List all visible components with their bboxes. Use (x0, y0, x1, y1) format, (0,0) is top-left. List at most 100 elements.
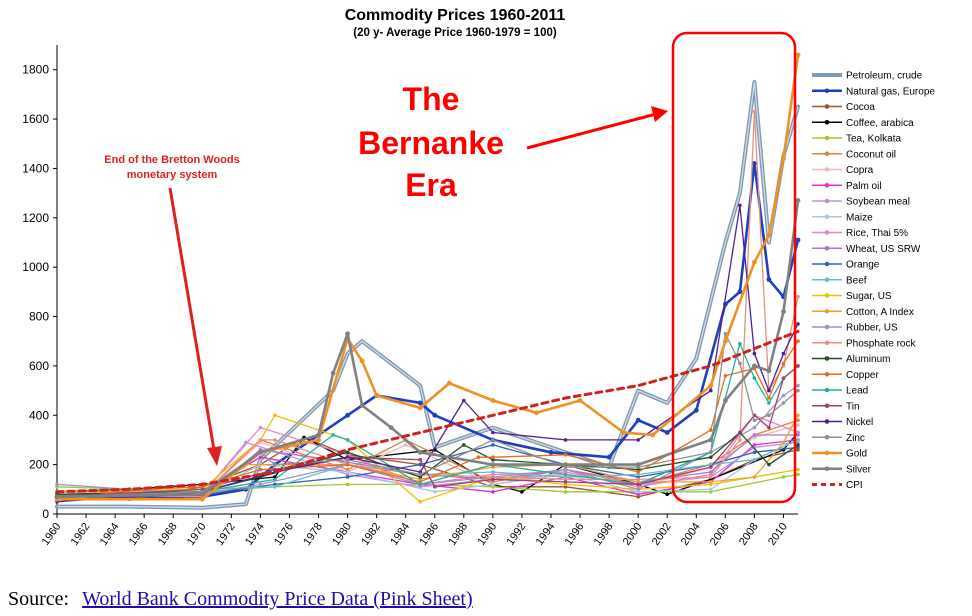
data-point-silver (490, 462, 496, 467)
data-point-sugar-us (273, 413, 277, 418)
y-tick-label: 1400 (22, 161, 49, 175)
x-tick-label: 1978 (301, 521, 325, 548)
bernanke-annotation-arrow (526, 112, 657, 150)
data-point-tea-kolkata (345, 482, 350, 487)
data-point-wheat-us-srw (709, 470, 713, 474)
data-point-sugar-us (563, 482, 568, 487)
source-line: Source: World Bank Commodity Price Data … (8, 588, 473, 611)
data-point-wheat-us-srw (796, 433, 800, 437)
legend-label-gold: Gold (846, 449, 867, 460)
x-tick-label: 2010 (766, 521, 790, 548)
data-point-gold (446, 380, 452, 386)
data-point-rubber-us (781, 393, 786, 398)
legend-label-petroleum-crude: Petroleum, crude (846, 71, 923, 82)
legend-marker-coconut-oil (824, 151, 830, 157)
data-point-rubber-us (796, 383, 800, 388)
data-point-coconut-oil (796, 418, 800, 423)
legend-label-tin: Tin (846, 401, 860, 412)
data-point-aluminum (462, 443, 466, 447)
legend-label-tea-kolkata: Tea, Kolkata (846, 134, 901, 145)
legend-label-soybean-meal: Soybean meal (846, 197, 910, 208)
data-point-silver (330, 370, 336, 376)
data-point-rubber-us (563, 467, 568, 472)
x-tick-label: 1982 (359, 521, 383, 548)
data-point-gold (621, 430, 626, 435)
legend-marker-rubber-us (824, 324, 830, 330)
data-point-palm-oil (752, 443, 757, 447)
data-point-gold (577, 398, 583, 403)
bretton-woods-annotation-arrow (168, 187, 216, 451)
data-point-nickel (796, 322, 800, 326)
data-point-beef (273, 485, 277, 489)
legend-marker-orange (824, 261, 830, 267)
data-point-nickel (636, 438, 640, 442)
data-point-lead (752, 376, 757, 381)
data-point-silver (345, 331, 350, 337)
series-line-gold (55, 53, 800, 501)
x-tick-label: 1986 (417, 521, 441, 548)
data-point-orange (752, 450, 757, 455)
data-point-lead (345, 438, 350, 442)
bernanke-annotation: The Bernanke Era (358, 81, 668, 203)
legend-label-maize: Maize (846, 212, 873, 223)
data-point-sugar-us (796, 467, 800, 472)
data-point-copra (403, 443, 408, 447)
x-tick-label: 1964 (98, 521, 122, 548)
data-point-natural-gas-europe (417, 400, 423, 406)
x-tick-label: 2008 (737, 521, 761, 548)
data-point-copper (418, 480, 423, 484)
y-tick-label: 400 (29, 408, 49, 422)
legend-marker-coffee-arabica (824, 119, 830, 125)
y-tick-label: 200 (29, 458, 49, 472)
data-point-zinc (273, 462, 277, 467)
data-point-zinc (418, 472, 423, 477)
data-point-gold (708, 383, 714, 388)
bretton-woods-annotation-line-1: End of the Bretton Woods (104, 154, 239, 166)
data-point-maize (709, 487, 713, 492)
data-point-silver (766, 368, 772, 374)
data-point-copper (345, 462, 350, 467)
legend-marker-tea-kolkata (824, 135, 830, 141)
data-point-cotton-a-index (636, 480, 640, 484)
x-tick-label: 1972 (214, 521, 238, 548)
bernanke-annotation-line-3: Era (405, 167, 457, 203)
data-point-zinc (345, 457, 350, 462)
source-link[interactable]: World Bank Commodity Price Data (Pink Sh… (82, 588, 473, 610)
data-point-lead (273, 477, 277, 482)
data-point-nickel (767, 388, 771, 393)
data-point-silver (359, 403, 365, 408)
data-point-copper (476, 455, 481, 460)
legend-label-copra: Copra (846, 165, 874, 176)
legend-label-nickel: Nickel (846, 417, 873, 428)
chart-title: Commodity Prices 1960-2011 (345, 7, 566, 24)
data-point-copper (796, 339, 800, 344)
bretton-woods-annotation-line-2: monetary system (127, 169, 218, 181)
data-point-silver (795, 198, 801, 203)
data-point-gold (795, 52, 801, 58)
series-line-natural-gas-europe (55, 162, 800, 499)
data-point-gold (650, 432, 656, 438)
data-point-copper (781, 361, 786, 366)
legend-label-coffee-arabica: Coffee, arabica (846, 118, 914, 129)
data-point-cotton-a-index (709, 480, 713, 484)
data-point-gold (490, 398, 496, 403)
x-tick-label: 1996 (563, 521, 587, 548)
legend-marker-beef (824, 277, 830, 283)
legend-marker-phosphate-rock (824, 340, 830, 346)
data-point-gold (723, 338, 728, 344)
source-label: Source: (8, 588, 70, 610)
data-point-phosphate-rock (258, 438, 263, 442)
x-tick-label: 1984 (388, 521, 412, 548)
data-point-tin (491, 477, 495, 482)
data-point-gold (766, 232, 772, 238)
x-tick-label: 1988 (446, 521, 470, 548)
data-point-phosphate-rock (709, 475, 713, 479)
data-point-aluminum (709, 455, 713, 460)
data-point-silver (708, 437, 714, 443)
data-point-natural-gas-europe (752, 161, 757, 166)
data-point-cotton-a-index (781, 440, 786, 445)
data-point-zinc (752, 418, 757, 423)
data-point-tea-kolkata (796, 472, 800, 477)
data-point-natural-gas-europe (345, 412, 350, 418)
legend-label-rice-thai-5: Rice, Thai 5% (846, 228, 908, 239)
